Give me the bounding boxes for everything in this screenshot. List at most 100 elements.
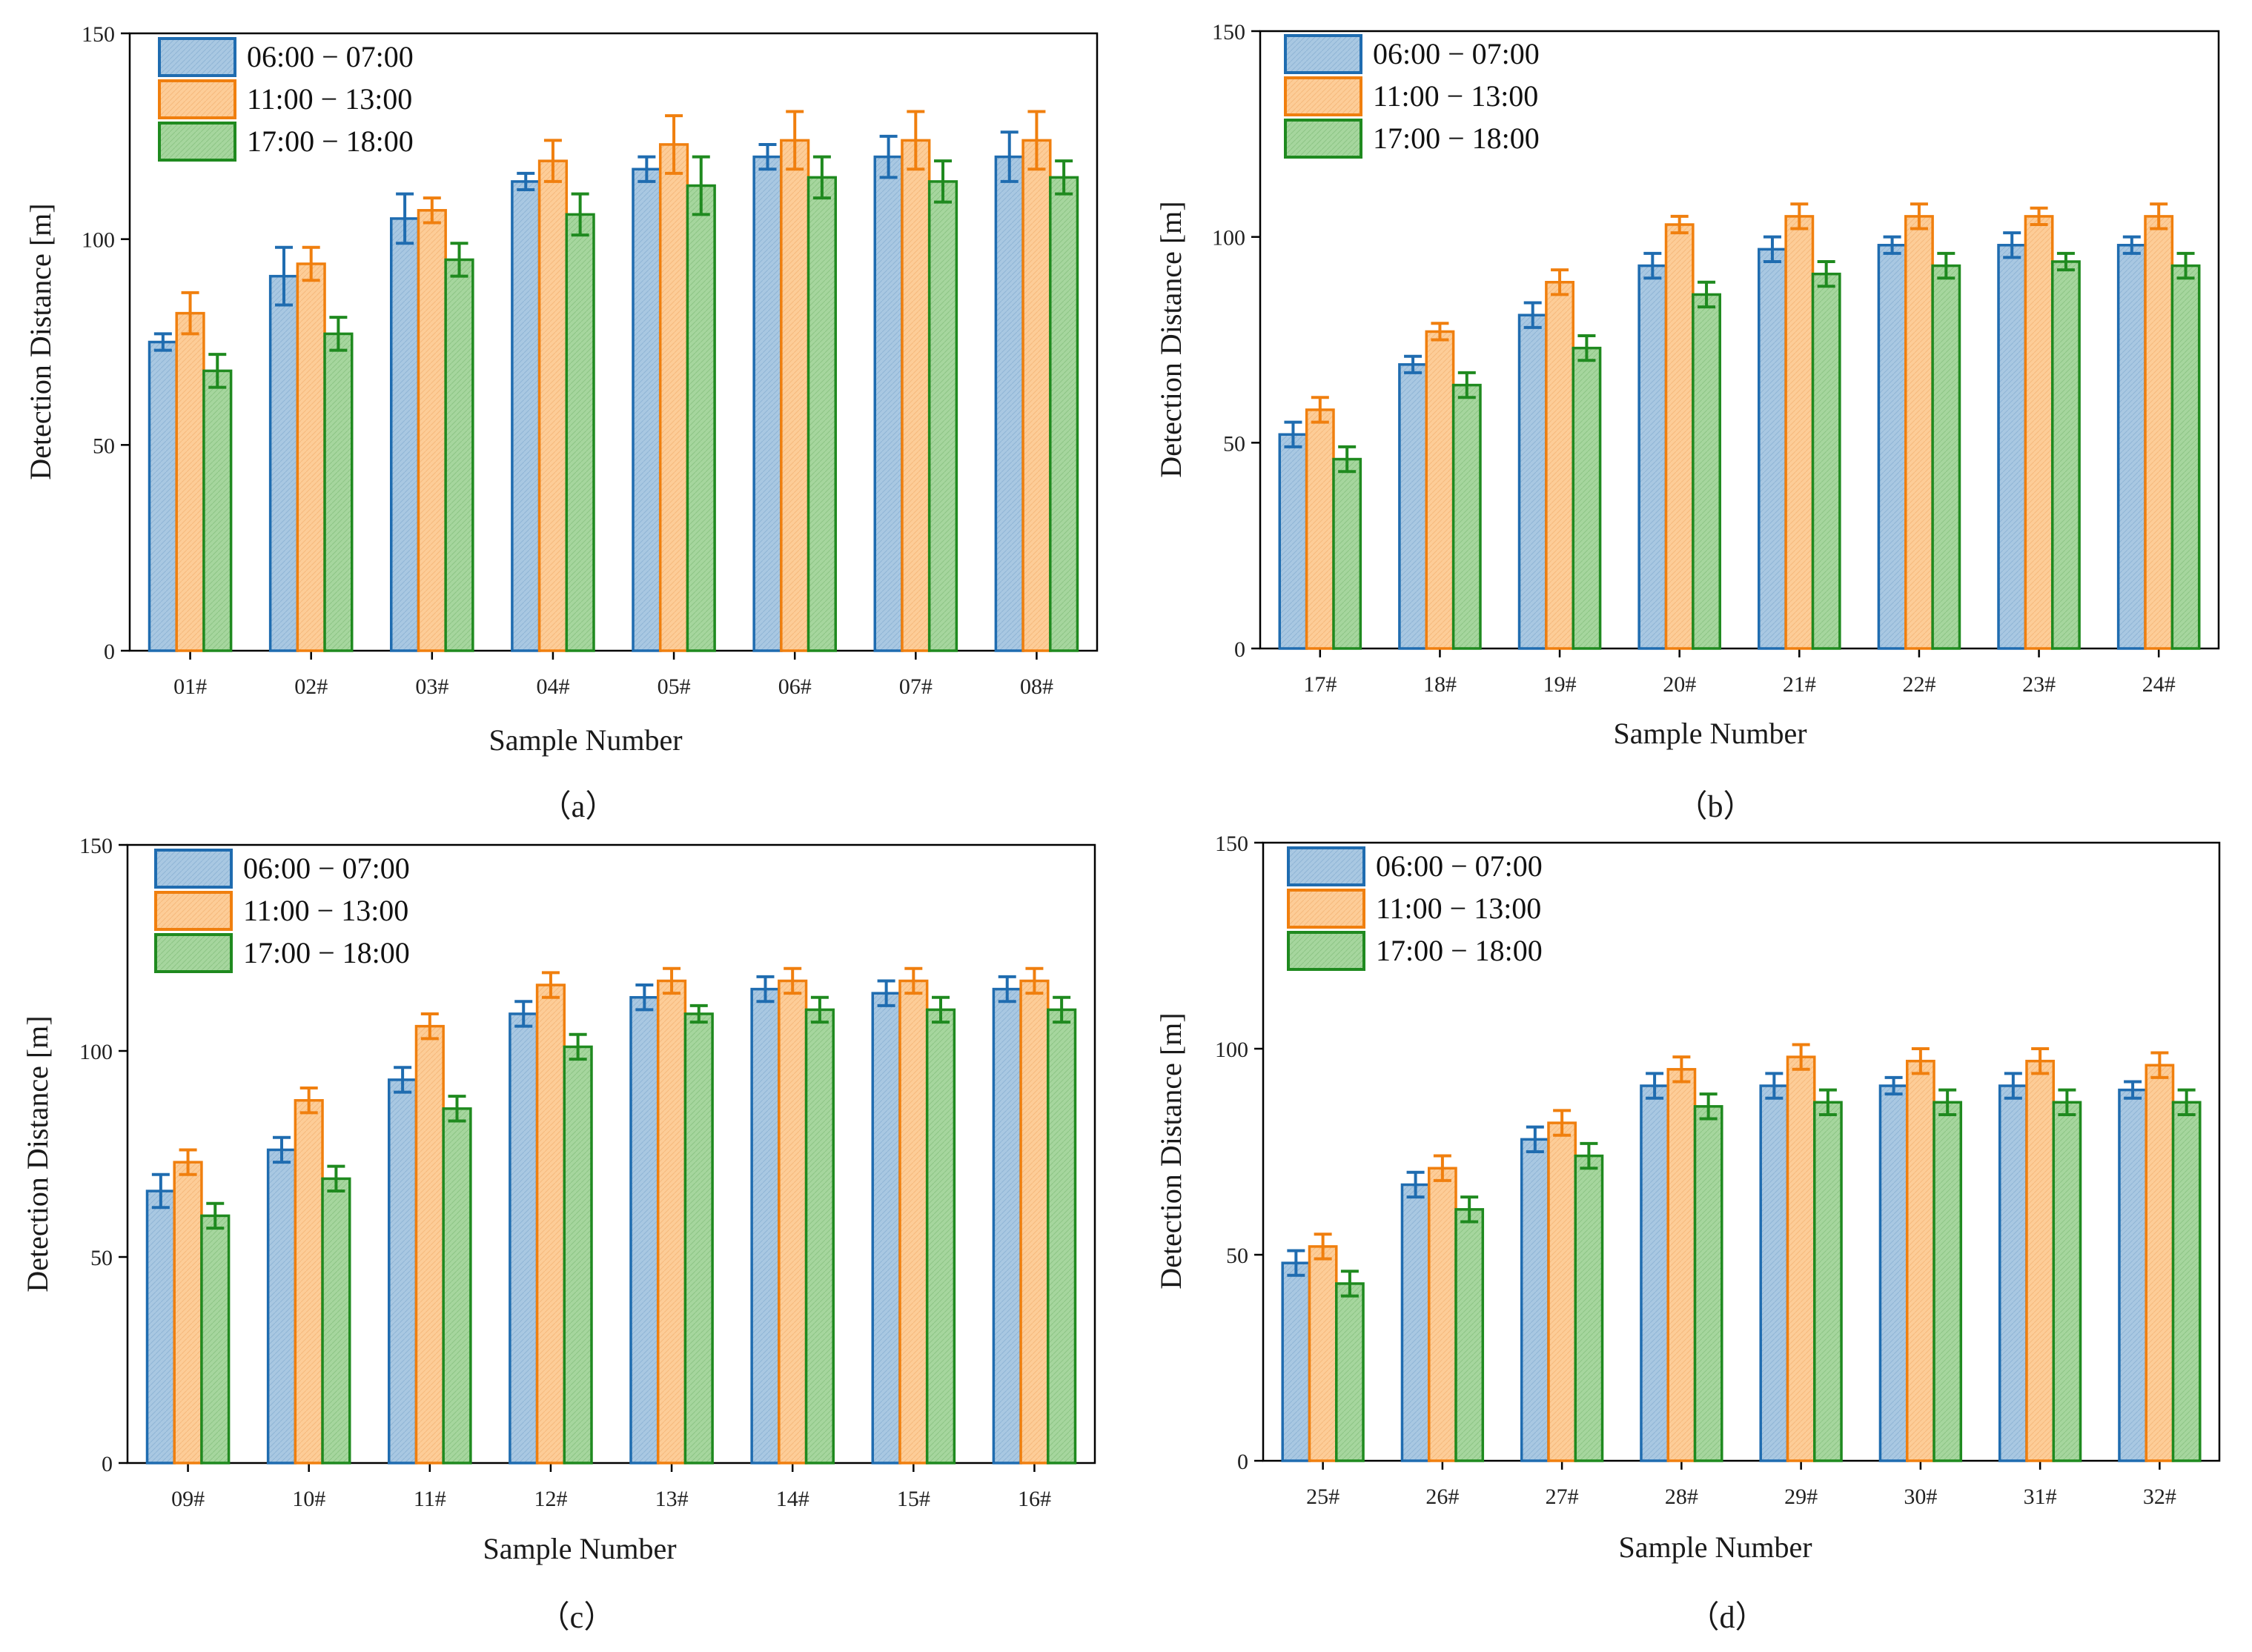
error-bar-series-1-17# [1284, 420, 1302, 448]
bar-series-2-27# [1547, 1121, 1577, 1462]
bar-series-2-17# [1305, 408, 1335, 650]
y-tick-label: 100 [82, 228, 115, 253]
bar-series-2-28# [1666, 1068, 1697, 1462]
legend-label-series-2: 11:00 − 13:00 [1376, 892, 1541, 925]
bar-series-3-15# [925, 1008, 956, 1464]
error-bar-series-2-25# [1314, 1233, 1332, 1261]
error-bar-series-3-23# [2056, 251, 2075, 272]
y-tick-label: 150 [79, 834, 113, 858]
bar-series-1-03# [390, 217, 420, 652]
x-tick-label: 21# [1783, 672, 1816, 697]
bar-series-1-09# [145, 1190, 176, 1464]
bar-series-2-30# [1905, 1059, 1935, 1462]
error-bar-series-3-21# [1817, 259, 1835, 288]
error-bar-series-2-05# [665, 114, 683, 175]
bar-series-2-32# [2145, 1064, 2175, 1462]
error-bar-series-2-32# [2150, 1051, 2169, 1079]
x-tick-label: 31# [2024, 1485, 2057, 1509]
y-axis-title: Detection Distance [m] [1154, 1012, 1188, 1289]
error-bar-series-1-24# [2122, 235, 2141, 255]
y-tick-labels: 0 50 100 150 [1215, 832, 1248, 1474]
error-bar-series-3-14# [810, 995, 829, 1024]
error-bar-series-1-02# [274, 245, 293, 307]
bar-series-3-21# [1811, 272, 1841, 650]
bar-series-2-26# [1427, 1167, 1457, 1462]
error-bar-series-2-18# [1431, 322, 1449, 342]
error-bar-series-2-16# [1025, 966, 1044, 995]
error-bar-series-3-32# [2177, 1088, 2196, 1116]
bar-series-2-10# [294, 1098, 324, 1464]
error-bar-series-2-19# [1551, 268, 1569, 296]
y-tick-label: 50 [90, 1246, 113, 1270]
error-bar-series-2-12# [541, 971, 560, 999]
legend: 06:00 − 07:00 11:00 − 13:00 17:00 − 18:0… [1284, 34, 1540, 159]
x-axis-title: Sample Number [1618, 1530, 1812, 1564]
bar-series-1-21# [1758, 248, 1787, 650]
error-bar-series-1-31# [2004, 1072, 2022, 1100]
bar-series-3-14# [804, 1008, 835, 1464]
bar-series-1-27# [1520, 1138, 1550, 1462]
error-bar-series-3-12# [569, 1032, 587, 1061]
legend-swatch-series-2 [1287, 889, 1365, 929]
bar-series-3-25# [1335, 1282, 1365, 1462]
bar-series-3-01# [202, 369, 233, 652]
bar-series-3-23# [2050, 260, 2081, 650]
error-bar-series-3-18# [1457, 371, 1476, 399]
bar-series-1-01# [148, 340, 178, 652]
x-tick-label: 10# [292, 1487, 325, 1511]
bar-series-1-12# [509, 1012, 539, 1464]
error-bar-series-2-03# [423, 196, 441, 225]
y-tick-label: 50 [1226, 1244, 1248, 1268]
legend-label-series-3: 17:00 − 18:00 [247, 125, 414, 158]
panel-label: （b） [1676, 790, 1754, 824]
x-axis-title: Sample Number [1613, 717, 1806, 750]
legend-label-series-2: 11:00 − 13:00 [243, 894, 408, 927]
error-bar-series-3-13# [689, 1004, 708, 1024]
error-bar-series-1-16# [998, 975, 1016, 1004]
error-bar-series-3-05# [692, 155, 710, 216]
bar-series-1-10# [266, 1148, 297, 1464]
error-bar-series-2-02# [302, 245, 320, 282]
legend-swatch-series-2 [154, 891, 233, 931]
error-bar-series-3-09# [206, 1201, 225, 1230]
error-bars [1284, 202, 2195, 474]
bar-series-1-24# [2116, 244, 2147, 650]
bar-series-3-20# [1692, 293, 1721, 650]
bar-series-3-30# [1933, 1101, 1963, 1462]
bar-series-1-07# [873, 155, 904, 652]
y-ticks [119, 843, 127, 1464]
error-bar-series-3-16# [1053, 995, 1071, 1024]
error-bar-series-1-29# [1765, 1072, 1784, 1100]
bar-series-2-11# [414, 1024, 445, 1464]
error-bar-series-3-10# [327, 1164, 345, 1193]
bar-series-1-13# [629, 995, 660, 1464]
x-axis-title: Sample Number [489, 723, 682, 757]
error-bar-series-2-17# [1311, 396, 1329, 424]
error-bar-series-1-25# [1287, 1249, 1305, 1277]
error-bar-series-2-23# [2030, 206, 2048, 227]
bar-series-1-22# [1877, 244, 1907, 650]
x-tick-label: 22# [1902, 672, 1935, 697]
error-bar-series-1-09# [151, 1172, 170, 1210]
y-tick-label: 0 [1237, 1450, 1248, 1474]
plot-area-frame [1259, 30, 2220, 650]
y-tick-label: 50 [1223, 431, 1245, 456]
legend-swatch-series-1 [1284, 34, 1362, 74]
error-bar-series-1-05# [637, 155, 656, 183]
bar-series-2-31# [2025, 1059, 2056, 1462]
bar-series-1-18# [1398, 363, 1428, 650]
error-bar-series-1-15# [877, 979, 895, 1007]
bar-series-1-29# [1759, 1084, 1789, 1462]
legend-label-series-3: 17:00 − 18:00 [1376, 934, 1543, 967]
error-bar-series-3-20# [1698, 280, 1716, 309]
error-bar-series-3-30# [1938, 1088, 1957, 1116]
bar-series-3-13# [683, 1012, 714, 1464]
error-bar-series-3-22# [1937, 251, 1955, 280]
y-tick-label: 100 [1212, 226, 1245, 251]
error-bars [151, 966, 1071, 1230]
error-bar-series-1-14# [756, 975, 775, 1004]
x-tick-label: 28# [1665, 1485, 1698, 1509]
error-bar-series-2-31# [2031, 1047, 2050, 1075]
error-bars [1287, 1043, 2196, 1298]
x-tick-labels: 01# 02# 03# 04# 05# 06# 07# 08# [173, 674, 1053, 699]
